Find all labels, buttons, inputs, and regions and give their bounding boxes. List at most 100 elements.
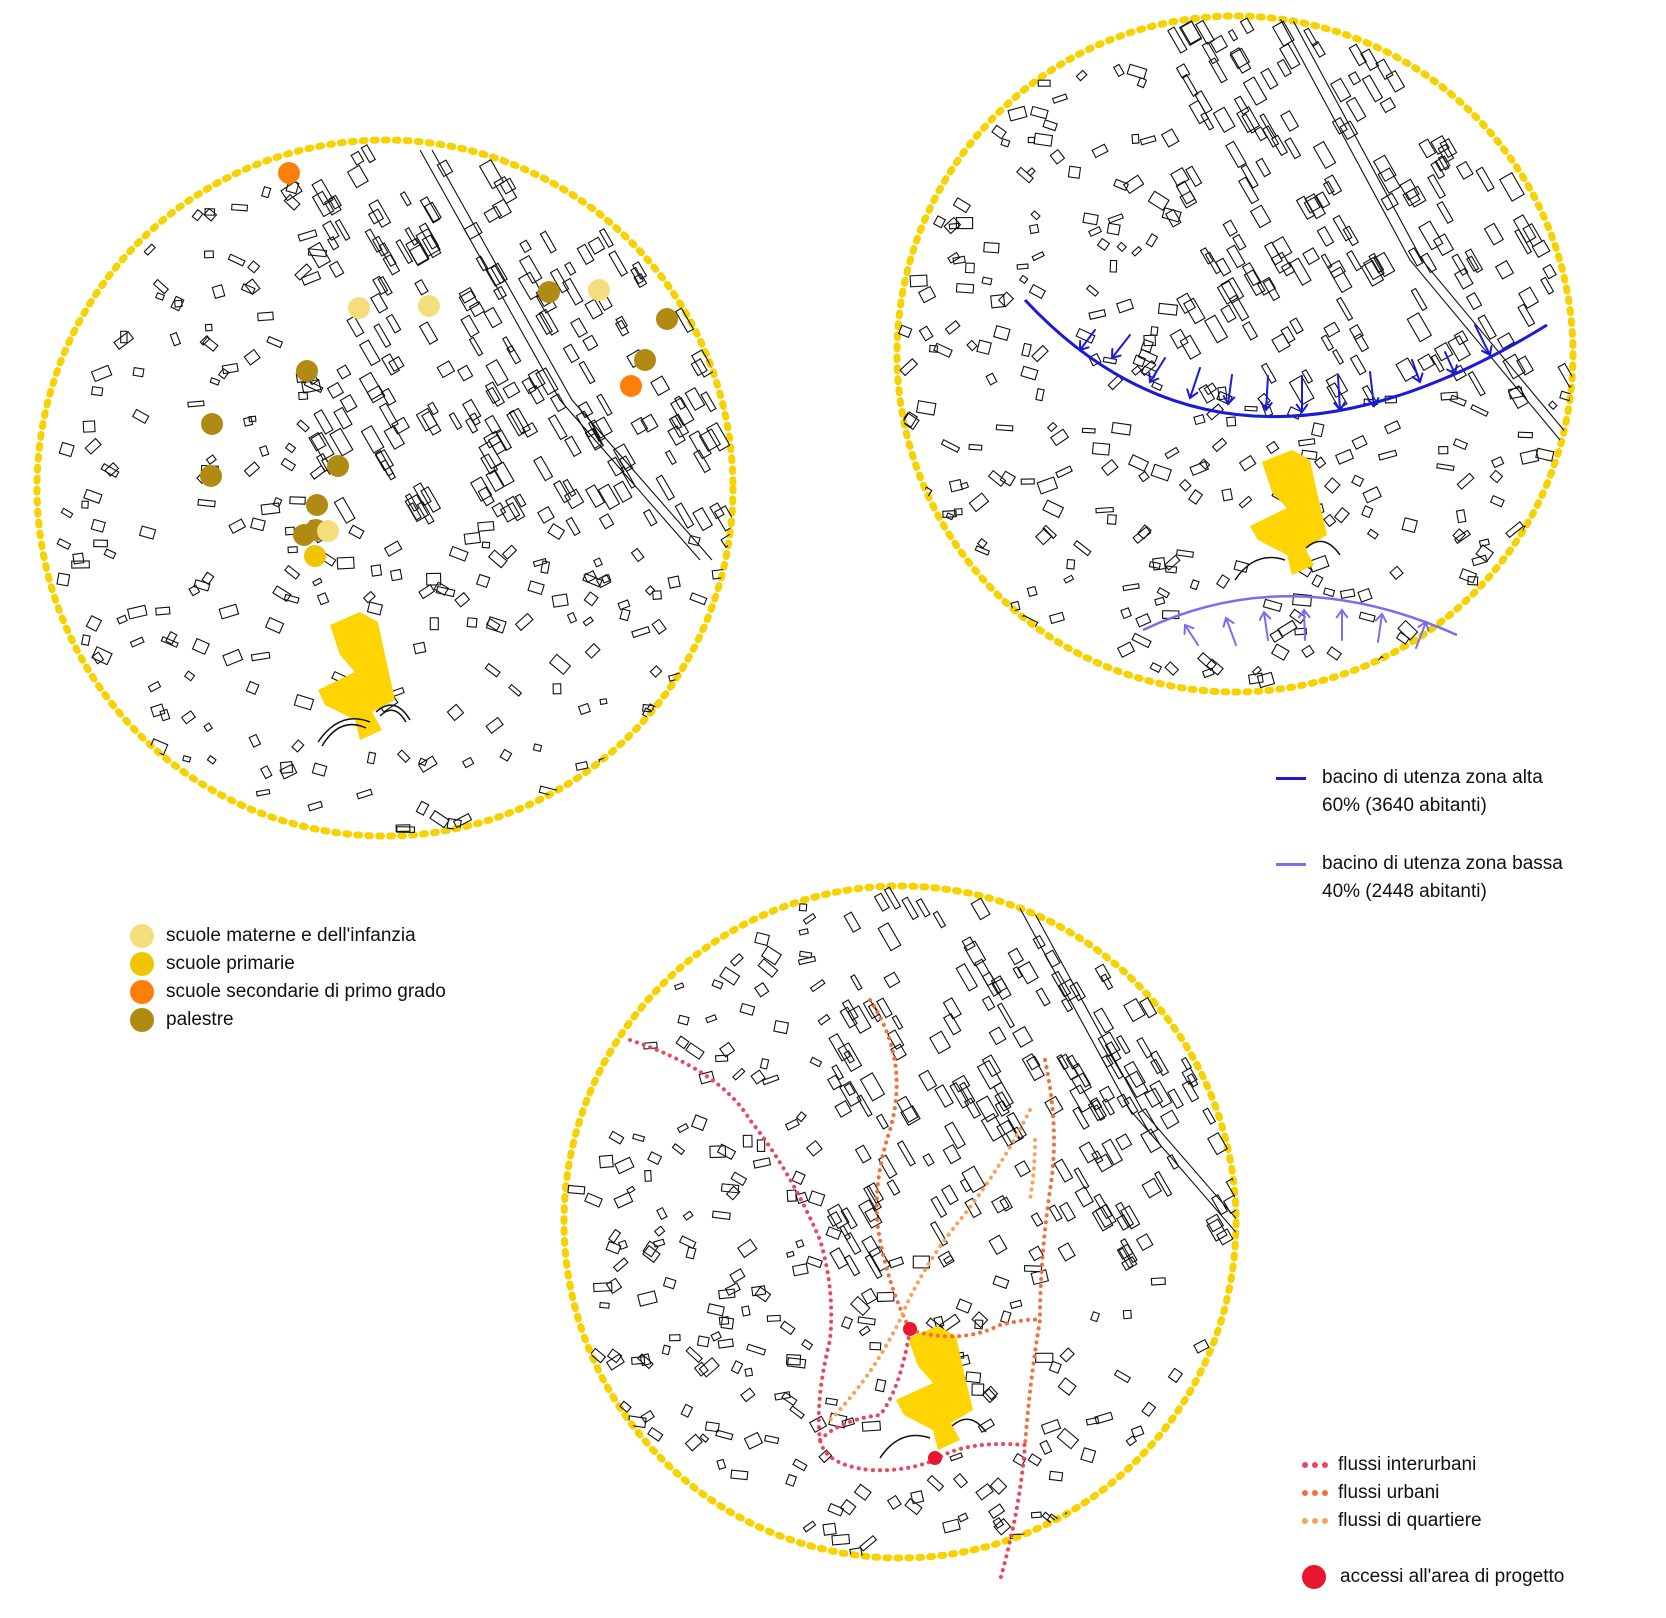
legend-catchment: bacino di utenza zona alta 60% (3640 abi… bbox=[1276, 764, 1563, 906]
building-footprint bbox=[669, 1334, 681, 1342]
building-footprint bbox=[760, 945, 783, 966]
building-footprint bbox=[1149, 661, 1163, 674]
building-footprint bbox=[1141, 1401, 1157, 1418]
building-footprint bbox=[1021, 342, 1032, 358]
building-footprint bbox=[548, 653, 572, 676]
building-footprint bbox=[348, 524, 365, 540]
building-footprint bbox=[1100, 458, 1119, 477]
building-footprint bbox=[458, 286, 477, 304]
building-footprint bbox=[1140, 338, 1154, 353]
building-footprint bbox=[1082, 212, 1099, 226]
building-footprint bbox=[807, 1190, 826, 1207]
map-3-project-area bbox=[879, 1326, 987, 1459]
building-footprint bbox=[930, 1195, 948, 1218]
building-footprint bbox=[1114, 1201, 1135, 1228]
building-footprint bbox=[1032, 934, 1046, 950]
building-footprint bbox=[1313, 456, 1327, 469]
building-footprint bbox=[1519, 449, 1540, 465]
building-footprint bbox=[1074, 1186, 1095, 1208]
building-footprint bbox=[1153, 1170, 1173, 1197]
building-footprint bbox=[247, 260, 261, 274]
building-footprint bbox=[1279, 43, 1301, 70]
building-footprint bbox=[1156, 586, 1171, 599]
building-footprint bbox=[649, 665, 663, 678]
building-footprint bbox=[1547, 400, 1558, 411]
building-footprint bbox=[1233, 95, 1250, 115]
building-footprint bbox=[1023, 1265, 1043, 1273]
building-footprint bbox=[490, 264, 505, 285]
building-footprint bbox=[598, 513, 615, 530]
building-footprint bbox=[1179, 334, 1202, 360]
building-footprint bbox=[693, 1361, 709, 1377]
building-footprint bbox=[1092, 1104, 1106, 1122]
building-footprint bbox=[805, 1255, 823, 1269]
building-footprint bbox=[502, 381, 521, 399]
building-footprint bbox=[718, 1288, 736, 1300]
building-footprint bbox=[918, 1069, 938, 1092]
legend-detail: 40% (2448 abitanti) bbox=[1322, 881, 1487, 902]
building-footprint bbox=[205, 454, 217, 465]
palestra-marker bbox=[201, 413, 223, 435]
building-footprint bbox=[350, 150, 365, 166]
building-footprint bbox=[1193, 1338, 1210, 1354]
building-footprint bbox=[485, 469, 505, 493]
building-footprint bbox=[1399, 178, 1420, 201]
building-footprint bbox=[1253, 126, 1268, 142]
building-footprint bbox=[538, 308, 560, 336]
building-footprint bbox=[1118, 1247, 1134, 1269]
building-footprint bbox=[169, 331, 182, 347]
building-footprint bbox=[1475, 544, 1495, 563]
building-footprint bbox=[598, 1154, 614, 1169]
building-footprint bbox=[468, 336, 484, 357]
building-footprint bbox=[1101, 1098, 1116, 1116]
building-footprint bbox=[942, 1143, 962, 1165]
building-footprint bbox=[904, 1497, 923, 1516]
legend-item-scuole-materne: scuole materne e dell'infanzia bbox=[130, 922, 446, 950]
building-footprint bbox=[953, 508, 963, 516]
building-footprint bbox=[888, 1256, 905, 1269]
building-footprint bbox=[614, 1156, 635, 1175]
building-footprint bbox=[1050, 428, 1070, 447]
building-footprint bbox=[1324, 174, 1343, 196]
building-footprint bbox=[436, 159, 454, 178]
building-footprint bbox=[1295, 195, 1316, 221]
building-footprint bbox=[1395, 357, 1418, 383]
building-footprint bbox=[421, 234, 442, 259]
building-footprint bbox=[795, 1191, 809, 1205]
building-footprint bbox=[1383, 420, 1402, 435]
building-footprint bbox=[564, 435, 582, 458]
building-footprint bbox=[1241, 321, 1259, 341]
building-footprint bbox=[412, 641, 427, 655]
building-footprint bbox=[1377, 449, 1398, 461]
building-footprint bbox=[751, 1285, 767, 1297]
building-footprint bbox=[150, 703, 166, 718]
building-footprint bbox=[1063, 574, 1075, 584]
building-footprint bbox=[827, 1074, 843, 1091]
building-footprint bbox=[1377, 167, 1401, 194]
building-footprint bbox=[461, 756, 475, 769]
building-footprint bbox=[896, 1140, 916, 1167]
building-footprint bbox=[1144, 1087, 1164, 1108]
building-footprint bbox=[1496, 332, 1515, 350]
building-footprint bbox=[992, 1275, 1010, 1290]
building-footprint bbox=[1141, 1177, 1163, 1199]
legend-swatch bbox=[130, 1008, 154, 1032]
building-footprint bbox=[577, 401, 594, 419]
building-footprint bbox=[808, 1415, 828, 1433]
building-footprint bbox=[829, 1247, 849, 1270]
building-footprint bbox=[791, 1263, 809, 1277]
building-footprint bbox=[809, 978, 826, 993]
building-footprint bbox=[1049, 148, 1066, 165]
building-footprint bbox=[754, 981, 770, 998]
building-footprint bbox=[514, 612, 534, 632]
building-footprint bbox=[691, 349, 715, 378]
building-footprint bbox=[1288, 257, 1312, 286]
building-footprint bbox=[227, 253, 246, 267]
building-footprint bbox=[827, 1502, 845, 1517]
building-footprint bbox=[687, 534, 701, 547]
building-footprint bbox=[1206, 1218, 1228, 1242]
map-1-buildings bbox=[56, 144, 733, 833]
building-footprint bbox=[715, 1429, 734, 1441]
building-footprint bbox=[1115, 1133, 1133, 1151]
legend-detail: 60% (3640 abitanti) bbox=[1322, 795, 1487, 816]
